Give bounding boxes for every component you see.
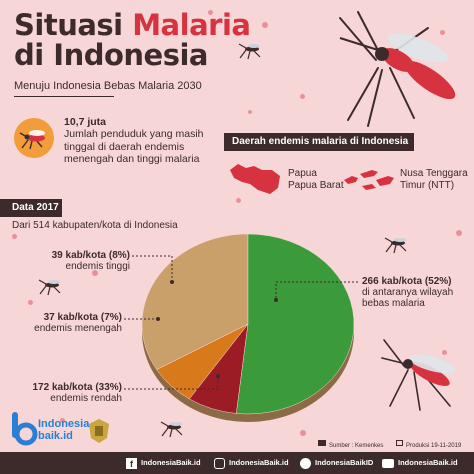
stat-description: Jumlah penduduk yang masih tinggal di da… [64, 128, 204, 165]
endemic-heading: Daerah endemis malaria di Indonesia [224, 133, 414, 151]
divider [14, 96, 114, 97]
decor-dot [262, 22, 268, 28]
label-low: 172 kab/kota (33%) endemis rendah [32, 382, 123, 404]
social-youtube[interactable]: IndonesiaBaik.id [382, 452, 458, 474]
mosquito-icon [339, 11, 456, 127]
mosquito-icon [160, 421, 183, 438]
source-note: Sumber : Kemenkes [318, 434, 383, 452]
social-facebook[interactable]: f IndonesiaBaik.id [126, 452, 201, 474]
stat-badge [14, 118, 54, 158]
ntt-map-icon [344, 170, 394, 190]
region-label: Papua Papua Barat [288, 168, 344, 191]
decor-dot [248, 110, 252, 114]
papua-map-icon [230, 164, 280, 194]
emblem-icon [89, 419, 109, 443]
instagram-icon [214, 457, 225, 469]
production-note: Produksi 19-11-2019 [396, 434, 461, 452]
mosquito-icon [381, 339, 456, 411]
data-year-badge: Data 2017 [0, 199, 62, 217]
mosquito-icon [238, 43, 261, 60]
brand-logo: Indonesia baik.id [38, 418, 90, 442]
data-subtitle: Dari 514 kabupaten/kota di Indonesia [12, 220, 178, 231]
decor-dot [300, 430, 306, 436]
social-bar: f IndonesiaBaik.id IndonesiaBaik.id Indo… [0, 452, 474, 474]
social-instagram[interactable]: IndonesiaBaik.id [214, 452, 289, 474]
page-title: Situasi Malaria di Indonesia [14, 8, 251, 72]
decor-dot [12, 234, 17, 239]
twitter-icon [300, 457, 311, 469]
indonesiabaik-logo-icon [12, 412, 38, 446]
mosquito-icon [384, 237, 407, 254]
subtitle: Menuju Indonesia Bebas Malaria 2030 [14, 80, 202, 92]
decor-dot [300, 94, 305, 99]
decor-dot [208, 10, 213, 15]
mosquito-icon [38, 279, 61, 296]
decor-dot [236, 198, 241, 203]
stat-value: 10,7 juta [64, 116, 107, 128]
pie-slice-free [236, 233, 355, 415]
decor-dot [442, 350, 447, 355]
region-label: Nusa Tenggara Timur (NTT) [400, 168, 468, 191]
decor-dot [60, 418, 65, 423]
label-high: 39 kab/kota (8%) endemis tinggi [51, 250, 130, 272]
decor-dot [440, 30, 445, 35]
youtube-icon [382, 458, 394, 468]
facebook-icon: f [126, 457, 137, 469]
pie-chart [141, 233, 355, 422]
label-free: 266 kab/kota (52%) di antaranya wilayah … [362, 276, 454, 309]
decor-dot [92, 270, 98, 276]
decor-dot [456, 230, 462, 236]
decor-dot [28, 300, 33, 305]
label-medium: 37 kab/kota (7%) endemis menengah [34, 312, 122, 334]
mosquito-icon [19, 130, 45, 150]
social-twitter[interactable]: IndonesiaBaikID [300, 452, 373, 474]
